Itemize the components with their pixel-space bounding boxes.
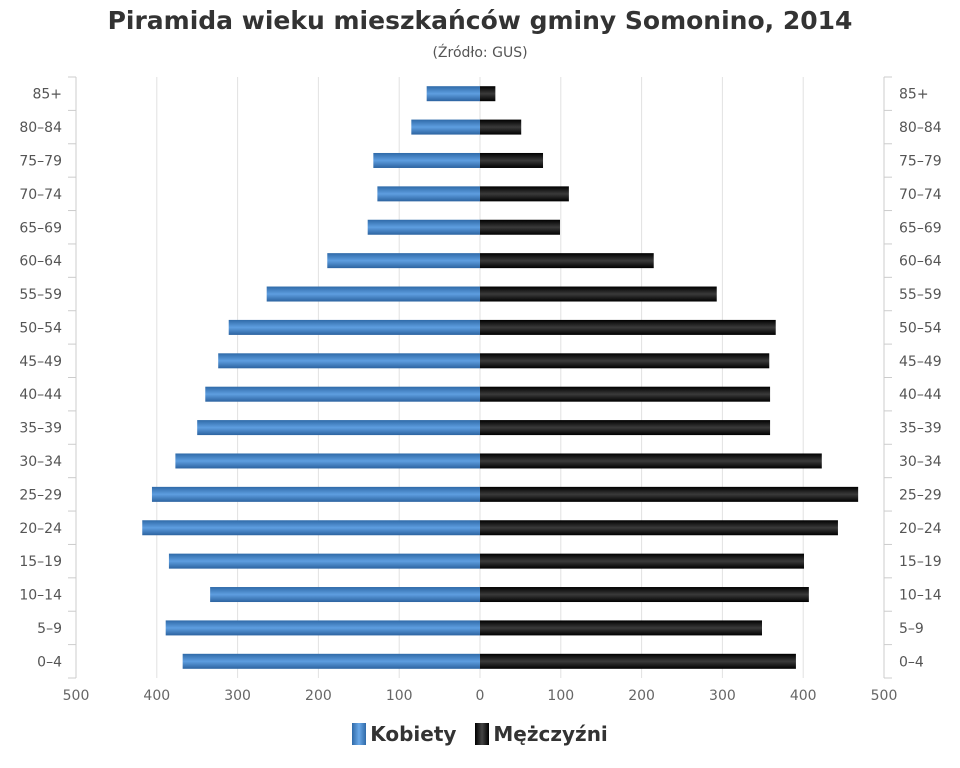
category-label-left: 35–39 [19,421,62,437]
bar-kobiety-30-34 [175,453,480,469]
bar-mezczyzni-85+ [480,86,496,102]
bar-mezczyzni-30-34 [480,453,822,469]
bar-mezczyzni-40-44 [480,386,771,402]
category-label-left: 50–54 [19,320,62,336]
bar-kobiety-80-84 [411,119,480,135]
x-tick-label: 200 [305,688,332,704]
category-label-right: 25–29 [899,487,942,503]
category-label-left: 25–29 [19,487,62,503]
bar-kobiety-40-44 [205,386,480,402]
category-label-right: 20–24 [899,521,942,537]
category-label-left: 5–9 [37,621,62,637]
category-label-right: 45–49 [899,354,942,370]
category-label-left: 70–74 [19,187,62,203]
bar-mezczyzni-65-69 [480,219,560,235]
bar-mezczyzni-75-79 [480,152,544,168]
bar-kobiety-15-19 [168,553,481,569]
legend-swatch-mezczyzni [475,723,490,745]
category-label-left: 55–59 [19,287,62,303]
category-label-left: 30–34 [19,454,62,470]
bar-kobiety-70-74 [377,186,480,202]
x-tick-label: 100 [547,688,574,704]
category-label-right: 75–79 [899,153,942,169]
bar-kobiety-65-69 [367,219,480,235]
bar-mezczyzni-5-9 [480,620,762,636]
bar-mezczyzni-0-4 [480,653,796,669]
category-label-right: 30–34 [899,454,942,470]
category-label-left: 20–24 [19,521,62,537]
x-tick-label: 400 [143,688,170,704]
legend-item-mezczyzni[interactable]: Mężczyźni [475,722,608,746]
legend-label: Mężczyźni [493,722,608,746]
x-tick-label: 400 [790,688,817,704]
bar-kobiety-10-14 [210,587,481,603]
x-tick-label: 100 [386,688,413,704]
chart-subtitle: (Źródło: GUS) [432,45,528,61]
category-label-right: 40–44 [899,387,942,403]
category-label-left: 75–79 [19,153,62,169]
category-label-right: 80–84 [899,120,942,136]
bar-kobiety-35-39 [197,420,480,436]
bar-mezczyzni-25-29 [480,486,859,502]
x-tick-label: 300 [224,688,251,704]
bar-kobiety-5-9 [165,620,481,636]
category-label-left: 15–19 [19,554,62,570]
bar-kobiety-45-49 [218,353,480,369]
legend: Kobiety Mężczyźni [0,722,960,750]
x-tick-label: 500 [63,688,90,704]
category-label-left: 45–49 [19,354,62,370]
bar-kobiety-20-24 [142,520,481,536]
bar-mezczyzni-80-84 [480,119,522,135]
category-label-left: 0–4 [37,654,62,670]
bar-kobiety-50-54 [228,319,480,335]
x-tick-label: 500 [871,688,898,704]
bar-kobiety-75-79 [373,152,480,168]
bar-mezczyzni-55-59 [480,286,717,302]
category-label-right: 60–64 [899,254,942,270]
legend-swatch-kobiety [352,723,367,745]
category-label-left: 40–44 [19,387,62,403]
x-tick-label: 200 [628,688,655,704]
category-label-right: 0–4 [899,654,924,670]
legend-label: Kobiety [370,722,457,746]
category-label-right: 50–54 [899,320,942,336]
category-label-left: 85+ [32,87,62,103]
x-tick-label: 0 [476,688,485,704]
x-tick-label: 300 [709,688,736,704]
bar-kobiety-25-29 [151,486,480,502]
bar-mezczyzni-50-54 [480,319,776,335]
category-label-right: 85+ [899,87,929,103]
bar-mezczyzni-60-64 [480,253,654,269]
category-label-right: 15–19 [899,554,942,570]
bar-kobiety-0-4 [182,653,480,669]
bar-mezczyzni-20-24 [480,520,838,536]
legend-item-kobiety[interactable]: Kobiety [352,722,456,746]
bar-mezczyzni-10-14 [480,587,809,603]
category-label-right: 10–14 [899,588,942,604]
bar-kobiety-55-59 [266,286,480,302]
bar-mezczyzni-35-39 [480,420,771,436]
category-label-right: 55–59 [899,287,942,303]
category-label-left: 65–69 [19,220,62,236]
bar-mezczyzni-70-74 [480,186,569,202]
category-label-left: 10–14 [19,588,62,604]
category-label-left: 60–64 [19,254,62,270]
category-label-right: 70–74 [899,187,942,203]
bar-mezczyzni-15-19 [480,553,805,569]
category-label-right: 65–69 [899,220,942,236]
chart-title: Piramida wieku mieszkańców gminy Somonin… [107,6,853,35]
bar-mezczyzni-45-49 [480,353,770,369]
category-label-left: 80–84 [19,120,62,136]
category-label-right: 35–39 [899,421,942,437]
bar-kobiety-85+ [426,86,480,102]
category-label-right: 5–9 [899,621,924,637]
bar-kobiety-60-64 [327,253,480,269]
